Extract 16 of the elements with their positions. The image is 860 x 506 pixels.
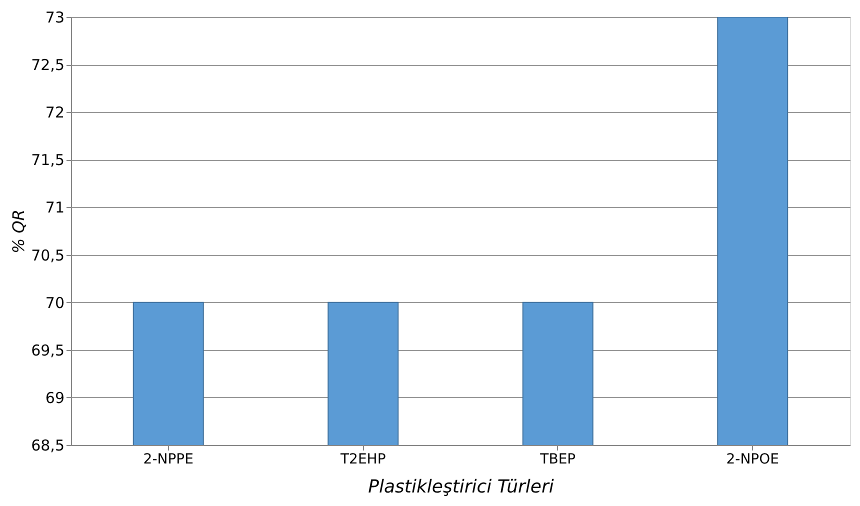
y-tick-label: 71 [45,198,64,217]
y-tick-label: 72 [45,104,64,122]
x-axis-title: Plastikleştirici Türleri [368,476,554,498]
x-tick-label: 2-NPOE [726,452,779,468]
y-tick-label: 68,5 [31,436,64,454]
y-tick-label: 71,5 [31,151,64,170]
y-tick-label: 69,5 [31,341,64,360]
y-tick-label: 70 [45,294,64,312]
x-tick-label: 2-NPPE [143,452,194,468]
y-tick-label: 73 [45,8,64,26]
x-tick-label: TBEP [539,452,576,468]
y-tick-label: 72,5 [31,56,64,74]
x-tick-label: T2EHP [339,452,386,468]
y-axis-title: % QR [9,210,28,254]
y-tick-label: 69 [45,388,64,407]
y-tick-label: 70,5 [31,246,64,264]
